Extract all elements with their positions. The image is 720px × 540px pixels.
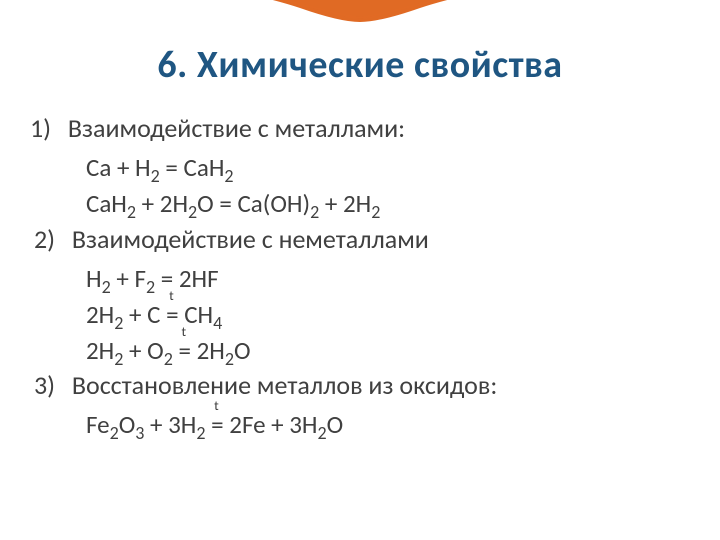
equation-1-1: Ca + H2 = CaH2	[30, 150, 690, 186]
section-heading-2: 2) Взаимодействие с неметаллами	[30, 223, 690, 255]
equation-2-2: 2H2 + C = CH4	[30, 297, 690, 333]
section-number: 2)	[34, 223, 66, 255]
section-number: 1)	[30, 112, 62, 144]
section-heading-text: Восстановление металлов из оксидов:	[66, 369, 497, 401]
equation-1-2: CaH2 + 2H2O = Ca(OH)2 + 2H2	[30, 186, 690, 222]
equation-2-3: 2H2 + O2 = 2H2O	[30, 333, 690, 369]
section-number: 3)	[34, 369, 66, 401]
equation-2-1: H2 + F2 = 2HF	[30, 261, 690, 297]
section-heading-3: 3) Восстановление металлов из оксидов:	[30, 369, 690, 401]
equation-3-1: Fe2O3 + 3H2 = 2Fe + 3H2O	[30, 407, 690, 443]
slide-content: 1) Взаимодействие с металлами: Ca + H2 = …	[0, 88, 720, 444]
section-heading-1: 1) Взаимодействие с металлами:	[30, 112, 690, 144]
header-decoration	[220, 0, 500, 30]
section-heading-text: Взаимодействие с неметаллами	[66, 223, 429, 255]
section-heading-text: Взаимодействие с металлами:	[62, 112, 405, 144]
